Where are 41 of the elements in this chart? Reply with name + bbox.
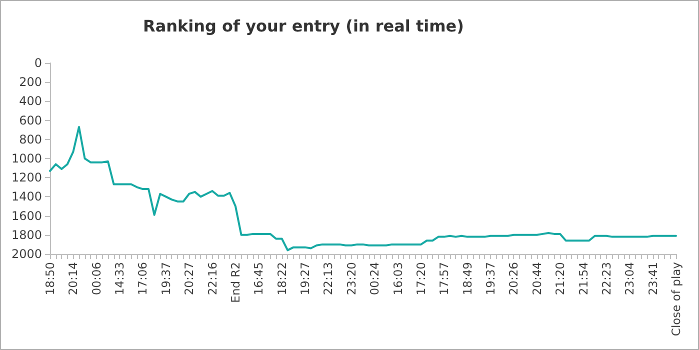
x-tick-label: 17:20 bbox=[414, 262, 428, 296]
x-tick-label: 00:06 bbox=[89, 262, 104, 296]
x-tick-label: 20:26 bbox=[506, 262, 521, 296]
y-tick-label: 400 bbox=[19, 94, 42, 108]
x-tick-label: 22:16 bbox=[205, 262, 220, 296]
x-tick-label: 22:23 bbox=[599, 262, 614, 296]
y-tick-label: 800 bbox=[19, 132, 42, 146]
x-tick-label: 20:44 bbox=[530, 262, 544, 296]
x-tick-label: 18:50 bbox=[43, 262, 57, 296]
x-tick-label: 21:20 bbox=[553, 262, 568, 296]
x-tick-label: Close of play bbox=[669, 262, 683, 336]
x-tick-label: End R2 bbox=[228, 262, 242, 303]
y-tick-label: 1400 bbox=[11, 190, 42, 204]
x-tick-label: 19:27 bbox=[298, 262, 312, 296]
x-tick-label: 16:45 bbox=[252, 262, 266, 296]
y-tick-label: 2000 bbox=[11, 247, 42, 261]
y-tick-label: 1000 bbox=[11, 152, 42, 166]
chart-title: Ranking of your entry (in real time) bbox=[143, 16, 464, 36]
x-tick-label: 23:41 bbox=[646, 262, 660, 296]
x-tick-label: 19:37 bbox=[158, 262, 173, 296]
line-series bbox=[49, 126, 677, 252]
x-tick-label: 23:20 bbox=[344, 262, 358, 296]
x-tick-label: 20:27 bbox=[182, 262, 196, 296]
x-tick-label: 14:33 bbox=[112, 262, 127, 296]
x-tick-label: 17:57 bbox=[437, 262, 452, 296]
x-tick-label: 18:22 bbox=[274, 262, 289, 296]
y-tick-label: 1600 bbox=[11, 208, 42, 223]
y-tick-label: 1200 bbox=[11, 170, 42, 185]
x-tick-label: 23:04 bbox=[622, 262, 637, 296]
x-tick-label: 22:13 bbox=[321, 262, 336, 296]
x-tick-label: 19:37 bbox=[484, 262, 498, 296]
x-tick-label: 21:54 bbox=[576, 262, 590, 296]
x-tick-label: 17:06 bbox=[136, 262, 150, 296]
y-tick-label: 600 bbox=[19, 113, 42, 128]
x-tick-label: 00:24 bbox=[368, 262, 382, 296]
y-tick-label: 0 bbox=[34, 56, 42, 70]
x-tick-label: 18:49 bbox=[460, 262, 474, 296]
y-tick-label: 200 bbox=[19, 75, 42, 90]
x-tick-label: 16:03 bbox=[390, 262, 405, 296]
y-tick-label: 1800 bbox=[11, 228, 42, 242]
x-tick-label: 20:14 bbox=[66, 262, 80, 296]
